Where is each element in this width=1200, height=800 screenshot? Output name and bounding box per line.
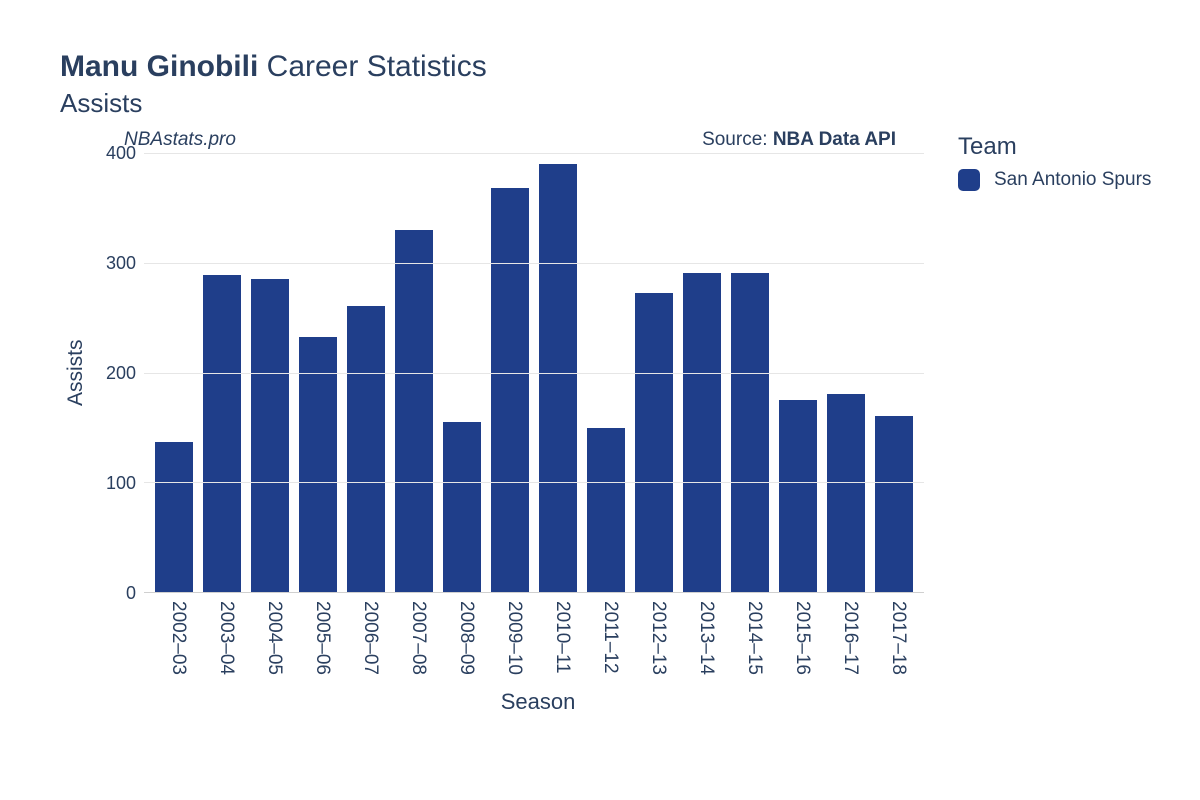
bar [539, 164, 576, 592]
x-tick: 2017–18 [887, 601, 909, 675]
x-tick: 2006–07 [359, 601, 381, 675]
x-tick: 2011–12 [599, 601, 621, 675]
bar [875, 416, 912, 592]
bar [251, 279, 288, 592]
bar [203, 275, 240, 592]
x-axis-ticks: 2002–03 2003–04 2004–05 2005–06 2006–07 2007–… [148, 593, 928, 675]
x-tick: 2010–11 [551, 601, 573, 675]
y-axis-label: Assists [60, 153, 92, 593]
bar [587, 428, 624, 592]
x-tick: 2013–14 [695, 601, 717, 675]
legend: Team San Antonio Spurs [958, 133, 1151, 191]
x-tick: 2016–17 [839, 601, 861, 675]
gridline [144, 482, 924, 483]
bar [443, 422, 480, 592]
chart-subtitle: Assists [60, 88, 1160, 119]
bar [827, 394, 864, 592]
x-tick: 2003–04 [215, 601, 237, 675]
x-axis-label: Season [148, 689, 928, 715]
x-tick: 2009–10 [503, 601, 525, 675]
player-name: Manu Ginobili [60, 50, 258, 83]
x-tick: 2014–15 [743, 601, 765, 675]
x-tick: 2004–05 [263, 601, 285, 675]
legend-item: San Antonio Spurs [958, 169, 1151, 191]
plot-area [144, 153, 924, 593]
site-watermark: NBAstats.pro [124, 129, 236, 151]
x-tick: 2015–16 [791, 601, 813, 675]
x-tick: 2005–06 [311, 601, 333, 675]
x-tick: 2007–08 [407, 601, 429, 675]
y-axis-ticks: 4003002001000 [92, 153, 144, 593]
bar [347, 306, 384, 592]
bar [731, 273, 768, 592]
gridline [144, 373, 924, 374]
x-tick: 2002–03 [167, 601, 189, 675]
gridline [144, 153, 924, 154]
bar [635, 293, 672, 592]
bar [299, 337, 336, 592]
chart-title: Manu Ginobili Career Statistics [60, 50, 1160, 84]
bar [395, 230, 432, 592]
source-label: Source: NBA Data API [702, 129, 896, 151]
bar [155, 442, 192, 592]
legend-title: Team [958, 133, 1151, 161]
legend-label: San Antonio Spurs [994, 169, 1151, 191]
title-suffix: Career Statistics [267, 50, 487, 83]
x-tick: 2008–09 [455, 601, 477, 675]
gridline [144, 263, 924, 264]
bar [491, 188, 528, 592]
bar [683, 273, 720, 592]
bar [779, 400, 816, 592]
legend-swatch [958, 169, 980, 191]
x-tick: 2012–13 [647, 601, 669, 675]
